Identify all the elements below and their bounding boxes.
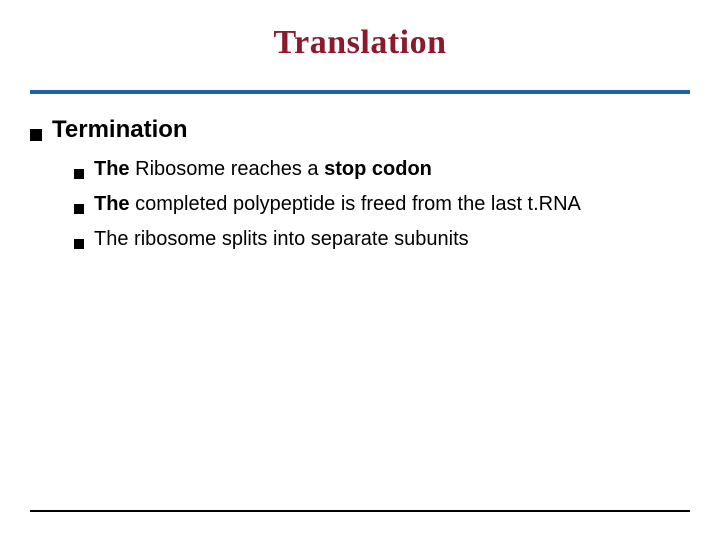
level2-text: The ribosome splits into separate subuni… (94, 228, 469, 251)
level2-list: The Ribosome reaches a stop codon The co… (30, 158, 690, 251)
bullet-level2: The ribosome splits into separate subuni… (74, 228, 690, 251)
level2-text: The Ribosome reaches a stop codon (94, 158, 432, 181)
bullet-level2: The Ribosome reaches a stop codon (74, 158, 690, 181)
square-bullet-icon (74, 204, 84, 214)
divider-bottom (30, 510, 690, 512)
bullet-level1: Termination (30, 116, 690, 144)
divider-top (30, 90, 690, 94)
slide: Translation Termination The Ribosome rea… (0, 0, 720, 540)
bullet-level2: The completed polypeptide is freed from … (74, 193, 690, 216)
square-bullet-icon (30, 129, 42, 141)
square-bullet-icon (74, 169, 84, 179)
level1-text: Termination (52, 116, 188, 144)
text-bold: The (94, 193, 135, 215)
square-bullet-icon (74, 239, 84, 249)
text-plain: The (94, 228, 134, 250)
text-plain: completed polypeptide is freed from the … (135, 193, 581, 215)
text-plain: Ribosome reaches a (135, 158, 324, 180)
level2-text: The completed polypeptide is freed from … (94, 193, 581, 216)
text-bold: stop codon (324, 158, 432, 180)
text-bold: The (94, 158, 135, 180)
slide-title: Translation (30, 24, 690, 62)
text-plain: ribosome splits into separate subunits (134, 228, 469, 250)
